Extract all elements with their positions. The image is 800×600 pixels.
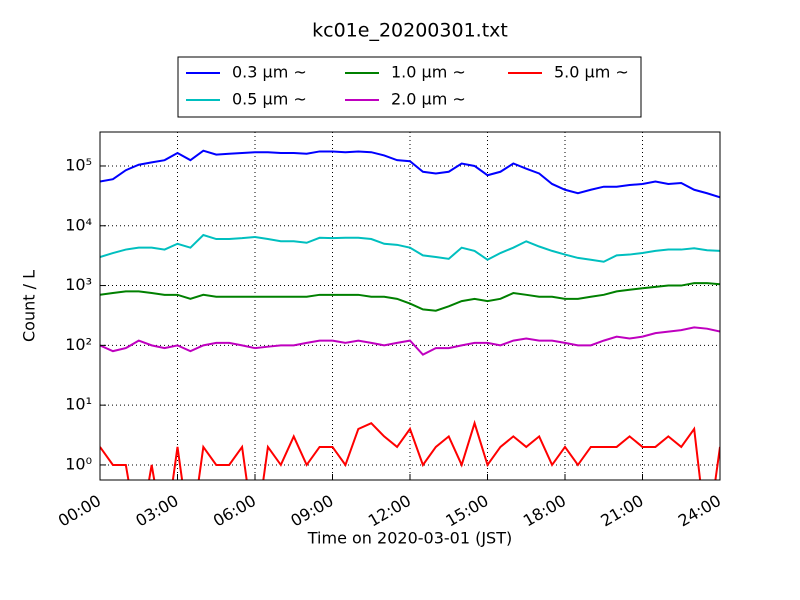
y-axis-label: Count / L bbox=[20, 270, 39, 342]
plot-area bbox=[99, 132, 721, 480]
series-line bbox=[100, 233, 720, 263]
series-line bbox=[100, 419, 720, 480]
y-tick-label: 10⁵ bbox=[65, 155, 92, 174]
y-tick-label: 10⁰ bbox=[65, 454, 92, 473]
x-axis-label: Time on 2020-03-01 (JST) bbox=[307, 529, 512, 548]
y-tick-label: 10⁴ bbox=[65, 215, 92, 234]
legend-label: 2.0 μm ~ bbox=[391, 90, 466, 109]
legend-label: 0.3 μm ~ bbox=[232, 63, 307, 82]
y-tick-label: 10³ bbox=[65, 275, 92, 294]
series-line bbox=[100, 149, 720, 199]
legend: 0.3 μm ~ 0.5 μm ~ 1.0 μm ~ 2.0 μm ~ 5.0 μm ~ bbox=[186, 63, 629, 109]
y-tick-label: 10² bbox=[65, 335, 92, 354]
chart-title: kc01e_20200301.txt bbox=[312, 20, 508, 42]
series-line bbox=[100, 282, 720, 312]
legend-label: 5.0 μm ~ bbox=[554, 63, 629, 82]
legend-box bbox=[177, 56, 642, 118]
y-tick-label: 10¹ bbox=[65, 395, 92, 414]
series-line bbox=[100, 326, 720, 356]
legend-label: 1.0 μm ~ bbox=[391, 63, 466, 82]
legend-label: 0.5 μm ~ bbox=[232, 90, 307, 109]
